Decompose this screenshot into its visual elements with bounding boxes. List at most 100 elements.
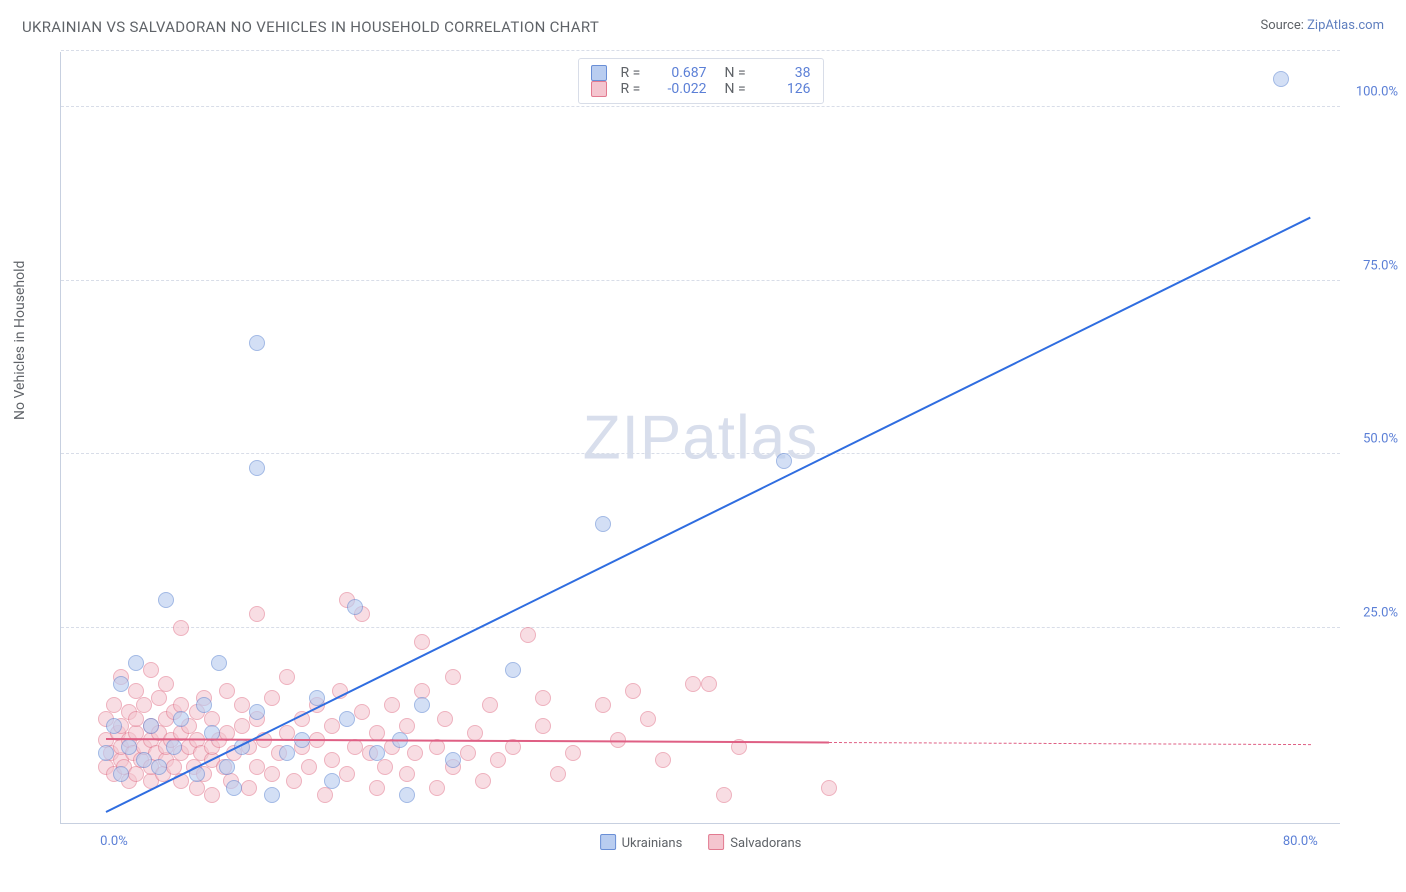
scatter-point-salvadorans <box>535 690 551 706</box>
scatter-point-salvadorans <box>234 697 250 713</box>
scatter-point-salvadorans <box>414 634 430 650</box>
scatter-point-salvadorans <box>482 697 498 713</box>
correlation-legend: R = 0.687 N = 38 R = -0.022 N = 126 <box>578 58 824 104</box>
scatter-point-salvadorans <box>279 669 295 685</box>
scatter-point-salvadorans <box>128 711 144 727</box>
scatter-point-salvadorans <box>158 676 174 692</box>
scatter-point-salvadorans <box>189 780 205 796</box>
scatter-point-ukrainians <box>249 460 265 476</box>
scatter-point-salvadorans <box>219 683 235 699</box>
grid-line <box>61 50 1340 51</box>
source-prefix: Source: <box>1260 18 1307 33</box>
scatter-point-salvadorans <box>369 780 385 796</box>
correlation-row-ukrainians: R = 0.687 N = 38 <box>591 65 811 81</box>
scatter-point-salvadorans <box>437 711 453 727</box>
scatter-point-salvadorans <box>317 787 333 803</box>
scatter-point-salvadorans <box>535 718 551 734</box>
r-label: R = <box>621 81 649 97</box>
scatter-point-salvadorans <box>377 759 393 775</box>
scatter-point-salvadorans <box>716 787 732 803</box>
y-tick-label: 25.0% <box>1348 606 1398 621</box>
trend-line <box>106 216 1312 812</box>
scatter-point-salvadorans <box>467 725 483 741</box>
scatter-point-ukrainians <box>151 759 167 775</box>
scatter-point-salvadorans <box>821 780 837 796</box>
grid-line <box>61 453 1340 454</box>
chart-title: UKRAINIAN VS SALVADORAN NO VEHICLES IN H… <box>22 18 599 36</box>
scatter-point-ukrainians <box>279 745 295 761</box>
scatter-point-salvadorans <box>136 697 152 713</box>
scatter-point-ukrainians <box>445 752 461 768</box>
scatter-point-salvadorans <box>625 683 641 699</box>
source-link[interactable]: ZipAtlas.com <box>1307 18 1384 33</box>
swatch-salvadorans-icon <box>708 834 724 850</box>
swatch-ukrainians-icon <box>591 65 607 81</box>
scatter-point-salvadorans <box>339 766 355 782</box>
r-value-ukrainians: 0.687 <box>657 65 707 81</box>
scatter-point-ukrainians <box>249 335 265 351</box>
legend-item-salvadorans: Salvadorans <box>708 834 801 851</box>
y-tick-label: 100.0% <box>1348 84 1398 99</box>
scatter-point-salvadorans <box>324 752 340 768</box>
legend-label-ukrainians: Ukrainians <box>622 836 683 851</box>
x-tick-label-max: 80.0% <box>1283 834 1318 849</box>
scatter-point-salvadorans <box>369 725 385 741</box>
r-label: R = <box>621 65 649 81</box>
y-tick-label: 50.0% <box>1348 432 1398 447</box>
scatter-point-ukrainians <box>158 592 174 608</box>
legend-label-salvadorans: Salvadorans <box>730 836 801 851</box>
n-label: N = <box>725 65 753 81</box>
scatter-point-salvadorans <box>249 759 265 775</box>
scatter-point-ukrainians <box>264 787 280 803</box>
scatter-point-ukrainians <box>196 697 212 713</box>
scatter-point-salvadorans <box>460 745 476 761</box>
scatter-point-ukrainians <box>113 766 129 782</box>
scatter-point-ukrainians <box>226 780 242 796</box>
series-legend: Ukrainians Salvadorans <box>600 834 802 851</box>
scatter-point-salvadorans <box>520 627 536 643</box>
grid-line <box>61 280 1340 281</box>
grid-line <box>61 627 1340 628</box>
scatter-point-salvadorans <box>264 766 280 782</box>
scatter-point-ukrainians <box>136 752 152 768</box>
scatter-point-salvadorans <box>324 718 340 734</box>
y-axis-label: No Vehicles in Household <box>12 261 28 420</box>
y-tick-label: 75.0% <box>1348 258 1398 273</box>
scatter-point-salvadorans <box>655 752 671 768</box>
chart-plot-area: ZIPatlas R = 0.687 N = 38 R = -0.022 N =… <box>60 52 1340 824</box>
scatter-point-ukrainians <box>324 773 340 789</box>
scatter-point-salvadorans <box>264 690 280 706</box>
scatter-point-ukrainians <box>347 599 363 615</box>
n-value-salvadorans: 126 <box>761 81 811 97</box>
scatter-point-ukrainians <box>166 739 182 755</box>
scatter-point-salvadorans <box>399 766 415 782</box>
scatter-point-ukrainians <box>1273 71 1289 87</box>
scatter-point-salvadorans <box>106 697 122 713</box>
scatter-point-ukrainians <box>128 655 144 671</box>
scatter-point-salvadorans <box>445 669 461 685</box>
n-label: N = <box>725 81 753 97</box>
scatter-point-salvadorans <box>173 620 189 636</box>
scatter-point-salvadorans <box>550 766 566 782</box>
scatter-point-ukrainians <box>339 711 355 727</box>
scatter-point-ukrainians <box>106 718 122 734</box>
scatter-point-salvadorans <box>151 690 167 706</box>
n-value-ukrainians: 38 <box>761 65 811 81</box>
watermark-zip: ZIP <box>583 403 682 472</box>
scatter-point-salvadorans <box>286 773 302 789</box>
scatter-point-ukrainians <box>113 676 129 692</box>
scatter-point-ukrainians <box>505 662 521 678</box>
scatter-point-ukrainians <box>414 697 430 713</box>
scatter-point-ukrainians <box>595 516 611 532</box>
scatter-point-salvadorans <box>407 745 423 761</box>
scatter-point-salvadorans <box>301 759 317 775</box>
scatter-point-salvadorans <box>234 718 250 734</box>
scatter-point-salvadorans <box>249 606 265 622</box>
scatter-point-salvadorans <box>128 766 144 782</box>
scatter-point-ukrainians <box>776 453 792 469</box>
scatter-point-ukrainians <box>121 739 137 755</box>
scatter-point-salvadorans <box>685 676 701 692</box>
grid-line <box>61 106 1340 107</box>
scatter-point-salvadorans <box>640 711 656 727</box>
scatter-point-salvadorans <box>565 745 581 761</box>
